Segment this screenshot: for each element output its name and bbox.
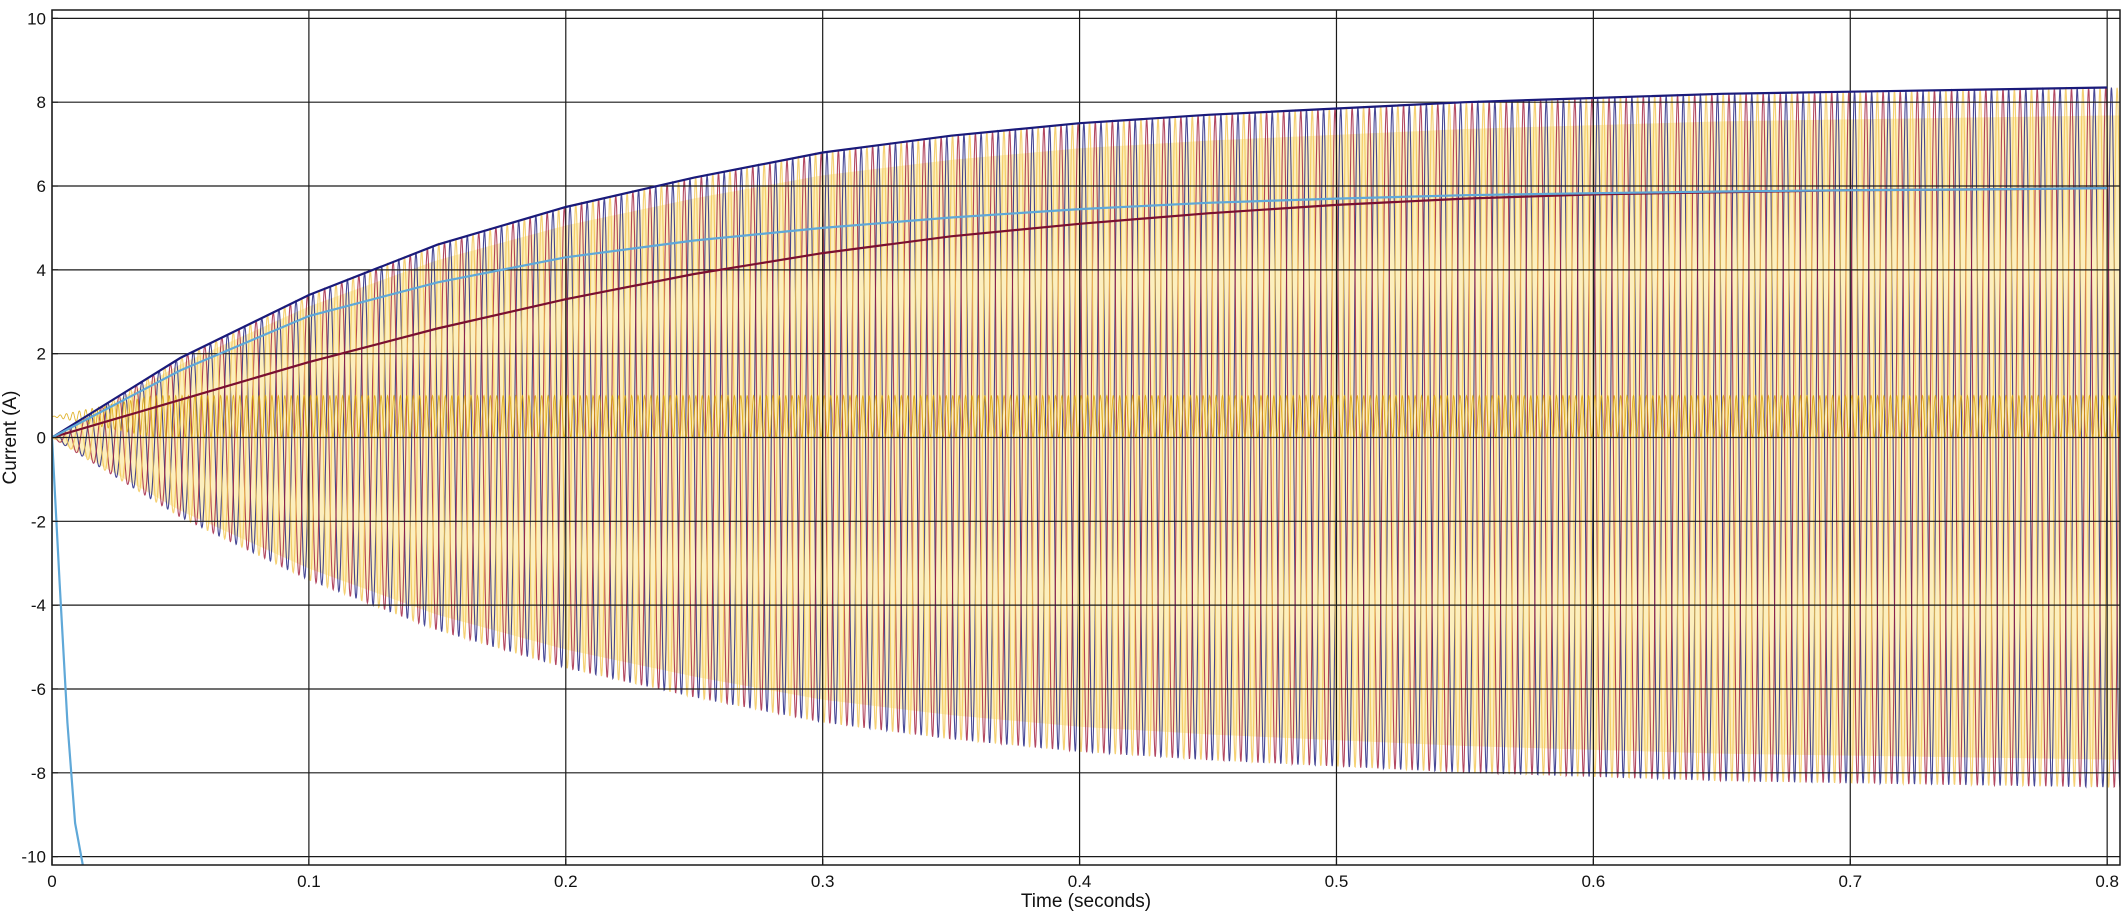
y-tick-label-6: 2 xyxy=(37,345,46,364)
y-tick-label-3: -4 xyxy=(31,596,46,615)
y-tick-label-1: -8 xyxy=(31,764,46,783)
x-tick-label-8: 0.8 xyxy=(2095,872,2119,891)
phase-wave-1 xyxy=(52,86,2120,789)
y-tick-label-2: -6 xyxy=(31,680,46,699)
center-strip-wave xyxy=(52,394,2120,439)
x-tick-label-5: 0.5 xyxy=(1325,872,1349,891)
phase-wave-3 xyxy=(52,86,2120,788)
grid xyxy=(51,10,2120,865)
x-axis-ticks: 0 0.1 0.2 0.3 0.4 0.5 0.6 0.7 0.8 xyxy=(47,859,2119,891)
x-tick-label-3: 0.3 xyxy=(811,872,835,891)
series-line-1 xyxy=(52,86,2108,439)
series-line-3 xyxy=(52,187,2108,439)
x-tick-label-1: 0.1 xyxy=(297,872,321,891)
x-tick-label-0: 0 xyxy=(47,872,56,891)
y-tick-label-4: -2 xyxy=(31,512,46,531)
x-tick-label-6: 0.6 xyxy=(1582,872,1606,891)
y-axis-ticks: -10 -8 -6 -4 -2 0 2 4 6 8 10 xyxy=(21,9,58,867)
y-tick-label-0: -10 xyxy=(21,848,46,867)
y-tick-label-7: 4 xyxy=(37,261,46,280)
x-tick-label-2: 0.2 xyxy=(554,872,578,891)
y-tick-label-5: 0 xyxy=(37,429,46,448)
x-tick-label-4: 0.4 xyxy=(1068,872,1092,891)
y-tick-label-8: 6 xyxy=(37,177,46,196)
y-tick-label-9: 8 xyxy=(37,93,46,112)
series-group xyxy=(52,86,2108,865)
y-tick-label-10: 10 xyxy=(27,9,46,28)
series-line-4 xyxy=(52,437,84,865)
phase-wave-2 xyxy=(52,86,2120,788)
x-tick-label-7: 0.7 xyxy=(1838,872,1862,891)
x-axis-title: Time (seconds) xyxy=(1021,891,1151,912)
y-axis-title: Current (A) xyxy=(0,391,21,485)
